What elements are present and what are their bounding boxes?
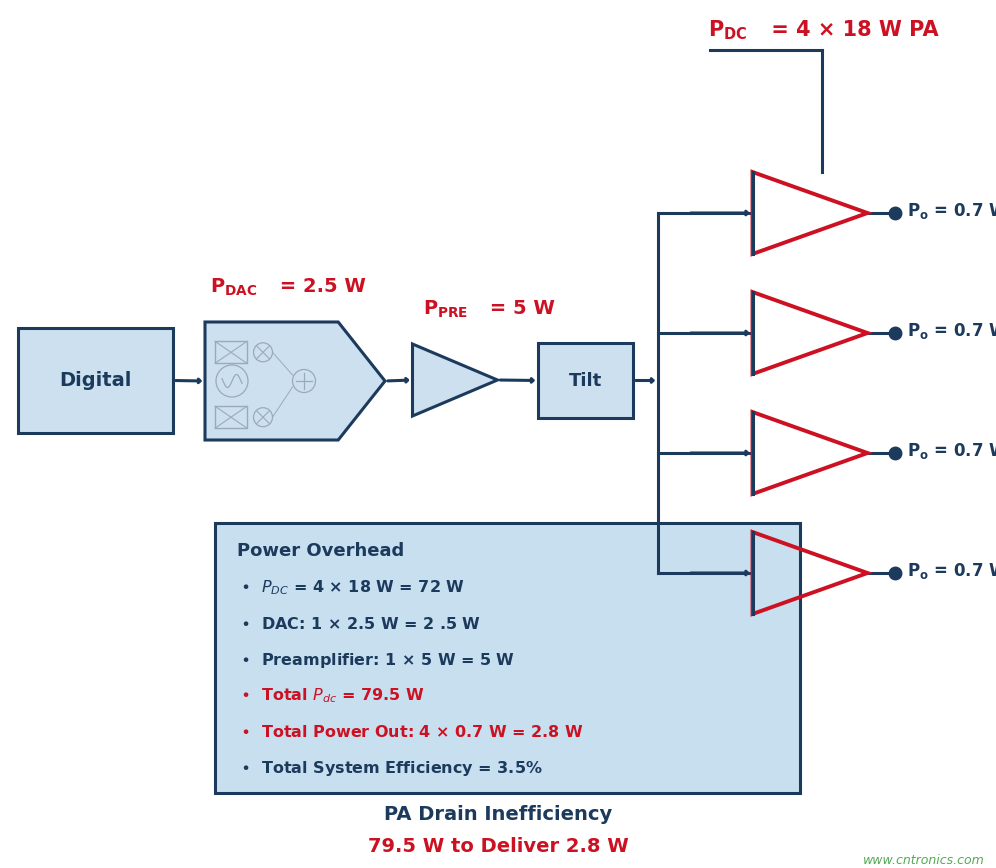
Text: $\bullet$  Preamplifier: 1 × 5 W = 5 W: $\bullet$ Preamplifier: 1 × 5 W = 5 W xyxy=(240,650,515,669)
Polygon shape xyxy=(205,322,385,440)
Text: $\bullet$  Total Power Out: 4 × 0.7 W = 2.8 W: $\bullet$ Total Power Out: 4 × 0.7 W = 2… xyxy=(240,724,584,740)
FancyBboxPatch shape xyxy=(18,328,173,433)
Text: = 2.5 W: = 2.5 W xyxy=(273,278,366,297)
FancyBboxPatch shape xyxy=(215,523,800,793)
Text: $\bullet$  DAC: 1 × 2.5 W = 2 .5 W: $\bullet$ DAC: 1 × 2.5 W = 2 .5 W xyxy=(240,616,481,632)
Text: $\mathbf{P_{DC}}$: $\mathbf{P_{DC}}$ xyxy=(708,18,747,42)
FancyBboxPatch shape xyxy=(538,343,633,418)
Text: $\mathbf{P_o}$ = 0.7 W: $\mathbf{P_o}$ = 0.7 W xyxy=(907,321,996,341)
Text: = 4 × 18 W PA: = 4 × 18 W PA xyxy=(764,20,938,40)
Text: Digital: Digital xyxy=(60,371,131,390)
Text: $\mathbf{P_{DAC}}$: $\mathbf{P_{DAC}}$ xyxy=(210,276,257,298)
Text: Power Overhead: Power Overhead xyxy=(237,542,404,560)
Text: $\bullet$  Total $P_{dc}$ = 79.5 W: $\bullet$ Total $P_{dc}$ = 79.5 W xyxy=(240,687,424,706)
Text: $\mathbf{P_{PRE}}$: $\mathbf{P_{PRE}}$ xyxy=(423,299,468,319)
Text: $\mathbf{P_o}$ = 0.7 W: $\mathbf{P_o}$ = 0.7 W xyxy=(907,561,996,581)
Text: Tilt: Tilt xyxy=(569,372,603,390)
Polygon shape xyxy=(412,344,497,416)
Text: PA Drain Inefficiency: PA Drain Inefficiency xyxy=(383,806,613,825)
Text: www.cntronics.com: www.cntronics.com xyxy=(864,853,985,866)
Text: = 5 W: = 5 W xyxy=(483,299,555,319)
Text: $\bullet$  Total System Efficiency = 3.5%: $\bullet$ Total System Efficiency = 3.5% xyxy=(240,759,543,778)
Text: $\mathbf{P_o}$ = 0.7 W: $\mathbf{P_o}$ = 0.7 W xyxy=(907,441,996,461)
Text: $\bullet$  $P_{DC}$ = 4 × 18 W = 72 W: $\bullet$ $P_{DC}$ = 4 × 18 W = 72 W xyxy=(240,579,465,597)
Text: 79.5 W to Deliver 2.8 W: 79.5 W to Deliver 2.8 W xyxy=(368,837,628,856)
Text: $\mathbf{P_o}$ = 0.7 W: $\mathbf{P_o}$ = 0.7 W xyxy=(907,201,996,221)
